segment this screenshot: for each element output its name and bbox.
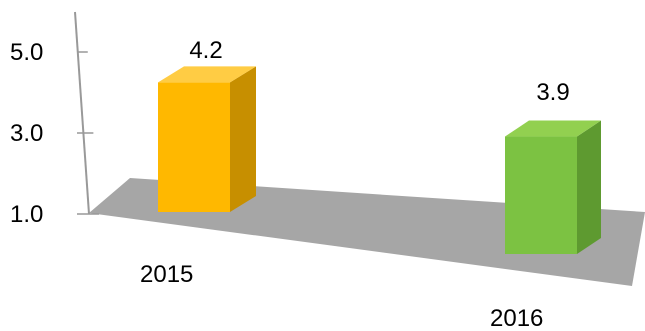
category-label-2016: 2016: [490, 305, 543, 331]
bar-front: [505, 136, 577, 254]
bar-top: [158, 66, 256, 83]
y-axis-line: [74, 11, 90, 215]
data-label-2016: 3.9: [536, 79, 569, 106]
category-label-2015: 2015: [140, 261, 193, 288]
y-tick-label: 1.0: [10, 201, 43, 228]
y-axis-ticks: 1.0 3.0 5.0: [10, 39, 99, 228]
bar-2015: [158, 66, 256, 213]
bar-front: [158, 82, 230, 213]
data-label-2015: 4.2: [189, 37, 222, 64]
bar-side: [577, 120, 601, 254]
bar-side: [230, 66, 256, 213]
bar-top: [505, 120, 601, 137]
labels: 4.2 2015 3.9 2016: [140, 37, 570, 331]
y-tick-label: 3.0: [10, 120, 43, 147]
y-tick-label: 5.0: [10, 39, 43, 66]
bar-2016: [505, 120, 601, 254]
bars: [158, 66, 601, 254]
